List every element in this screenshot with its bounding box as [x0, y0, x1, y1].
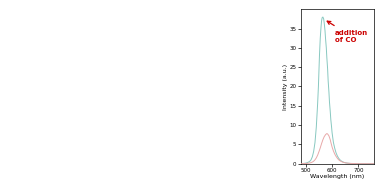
Text: addition
of CO: addition of CO [327, 21, 368, 43]
Y-axis label: Intensity (a.u.): Intensity (a.u.) [283, 63, 288, 110]
X-axis label: Wavelength (nm): Wavelength (nm) [310, 174, 364, 179]
